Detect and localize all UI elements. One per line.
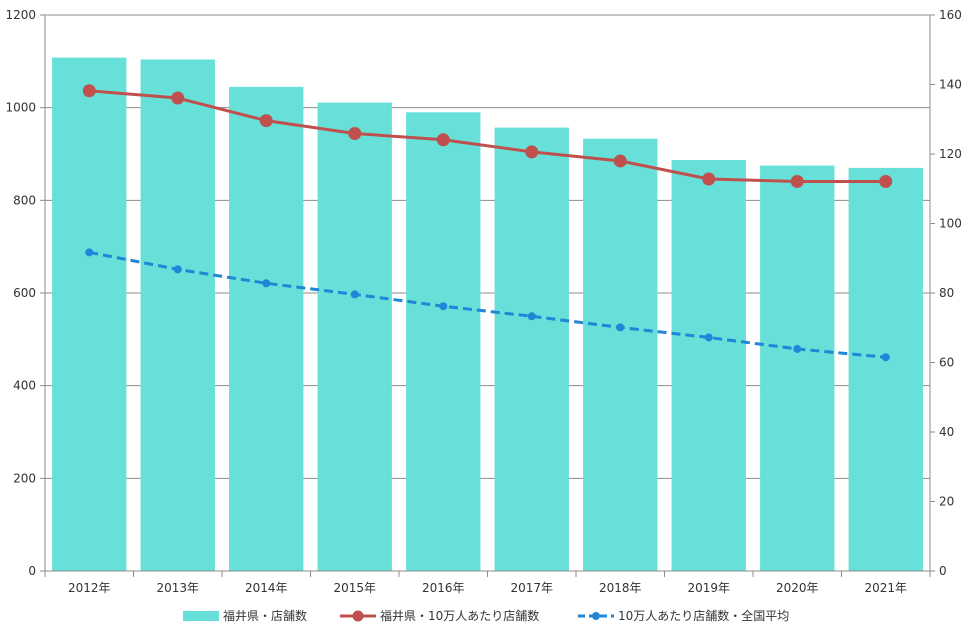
- series-point: [350, 290, 359, 299]
- x-tick-label: 2016年: [422, 581, 465, 595]
- series-point: [881, 353, 890, 362]
- right-tick-label: 140: [939, 78, 962, 92]
- series-point: [525, 145, 539, 159]
- left-tick-label: 400: [13, 379, 36, 393]
- line-series: [82, 84, 893, 362]
- series-point: [439, 302, 448, 311]
- x-tick-label: 2015年: [333, 581, 376, 595]
- series-line: [89, 89, 886, 183]
- x-tick-label: 2021年: [864, 581, 907, 595]
- x-tick-label: 2017年: [510, 581, 553, 595]
- series-point: [171, 91, 185, 105]
- right-tick-label: 100: [939, 217, 962, 231]
- x-tick-label: 2020年: [776, 581, 819, 595]
- legend-label: 福井県・10万人あたり店舗数: [380, 608, 539, 623]
- series-point: [82, 84, 96, 98]
- bar: [317, 102, 392, 571]
- right-tick-label: 120: [939, 147, 962, 161]
- bar: [406, 112, 481, 572]
- series-point: [793, 344, 802, 353]
- series-point: [348, 126, 362, 140]
- bar: [848, 167, 923, 571]
- right-tick-label: 160: [939, 8, 962, 22]
- series-point: [436, 133, 450, 147]
- series-point: [262, 279, 271, 288]
- right-tick-label: 40: [939, 425, 954, 439]
- left-tick-label: 600: [13, 286, 36, 300]
- series-point: [173, 265, 182, 274]
- legend-swatch: [183, 611, 219, 621]
- series-point: [85, 248, 94, 257]
- legend-marker: [352, 610, 364, 622]
- series-point: [790, 174, 804, 188]
- bar: [229, 86, 304, 572]
- bar: [52, 57, 127, 572]
- x-tick-label: 2013年: [156, 581, 199, 595]
- series-point: [616, 323, 625, 332]
- x-tick-label: 2018年: [599, 581, 642, 595]
- series-point: [704, 333, 713, 342]
- bar-series: [52, 57, 923, 572]
- legend-marker: [592, 612, 600, 620]
- bar: [494, 127, 569, 571]
- left-tick-label: 800: [13, 193, 36, 207]
- series-point: [879, 174, 893, 188]
- bar: [671, 160, 746, 572]
- bar: [760, 165, 835, 572]
- x-tick-label: 2014年: [245, 581, 288, 595]
- right-tick-label: 0: [939, 564, 947, 578]
- right-tick-label: 20: [939, 495, 954, 509]
- left-tick-label: 0: [28, 564, 36, 578]
- right-tick-label: 80: [939, 286, 954, 300]
- legend-label: 福井県・店舗数: [223, 608, 307, 623]
- series-point: [613, 154, 627, 168]
- x-tick-label: 2019年: [687, 581, 730, 595]
- series-point: [527, 312, 536, 321]
- legend: 福井県・店舗数 福井県・10万人あたり店舗数 10万人あたり店舗数・全国平均: [183, 608, 789, 623]
- bar: [583, 138, 658, 571]
- series-point: [702, 172, 716, 186]
- series-line: [88, 250, 886, 359]
- x-tick-label: 2012年: [68, 581, 111, 595]
- left-tick-label: 1200: [5, 8, 36, 22]
- left-tick-label: 200: [13, 471, 36, 485]
- left-tick-label: 1000: [5, 101, 36, 115]
- axes: 0 200 400 600 800 1000 1200 0 20 40 60 80 100 120 140 1…: [5, 8, 961, 595]
- legend-label: 10万人あたり店舗数・全国平均: [618, 608, 789, 623]
- bar: [140, 59, 215, 571]
- series-point: [259, 114, 273, 128]
- right-tick-label: 60: [939, 356, 954, 370]
